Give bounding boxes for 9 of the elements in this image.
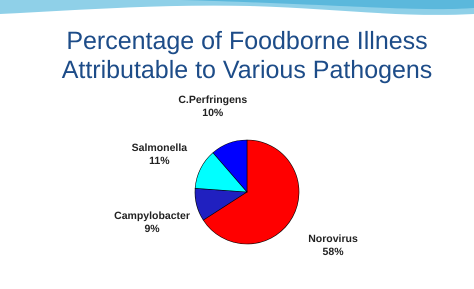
data-label: 10% xyxy=(202,107,224,120)
chart-title: Percentage of Foodborne Illness Attributable to Various Pathogens xyxy=(62,27,432,84)
slice-label: Salmonella xyxy=(132,142,188,154)
data-label: 11% xyxy=(149,155,170,168)
slice-label: Norovirus xyxy=(308,232,358,245)
slice-label: C.Perfringens xyxy=(178,94,248,106)
slice-label: Campylobacter xyxy=(114,210,190,222)
data-label: 9% xyxy=(144,223,160,236)
data-label: 58% xyxy=(322,246,344,258)
